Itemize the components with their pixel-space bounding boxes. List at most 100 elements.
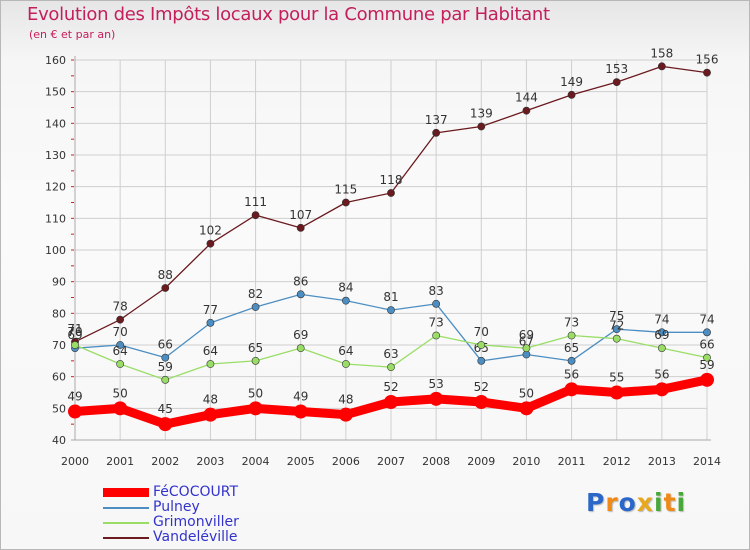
data-point-grimonviller: [432, 331, 441, 340]
data-label-fecocourt: 53: [429, 377, 444, 391]
data-point-fecocourt: [384, 395, 398, 409]
data-label-pulney: 74: [654, 312, 669, 326]
data-point-vandeleville: [296, 223, 305, 232]
data-label-grimonviller: 72: [609, 319, 624, 333]
data-label-vandeleville: 115: [334, 183, 357, 197]
data-label-vandeleville: 139: [470, 107, 493, 121]
data-label-grimonviller: 66: [699, 338, 714, 352]
data-point-fecocourt: [654, 382, 669, 397]
data-point-fecocourt: [158, 417, 173, 432]
data-point-pulney: [387, 306, 395, 315]
y-tick-label: 160: [45, 54, 66, 67]
legend-swatch-pulney: [103, 507, 149, 509]
y-tick-label: 140: [45, 117, 66, 130]
data-point-grimonviller: [71, 341, 79, 349]
data-point-vandeleville: [657, 62, 666, 71]
x-tick-label: 2001: [106, 455, 134, 468]
data-point-fecocourt: [113, 401, 128, 416]
data-point-grimonviller: [567, 331, 576, 340]
y-tick-label: 70: [52, 339, 66, 352]
data-label-vandeleville: 137: [425, 113, 448, 127]
data-label-vandeleville: 111: [244, 195, 267, 209]
legend-label-fecocourt: FéCOCOURT: [153, 484, 238, 500]
data-point-fecocourt: [564, 382, 579, 397]
data-label-pulney: 67: [519, 335, 534, 349]
data-label-fecocourt: 52: [474, 380, 489, 394]
data-label-grimonviller: 70: [67, 325, 82, 339]
data-point-pulney: [251, 303, 260, 311]
logo-letter: r: [605, 488, 619, 517]
data-label-pulney: 82: [248, 287, 263, 301]
data-label-pulney: 75: [609, 309, 624, 323]
data-label-grimonviller: 73: [429, 316, 444, 330]
data-label-grimonviller: 59: [158, 360, 173, 374]
data-label-pulney: 69: [67, 328, 82, 342]
legend-swatch-grimonviller: [103, 522, 149, 524]
data-label-vandeleville: 118: [380, 173, 403, 187]
y-tick-label: 50: [52, 402, 66, 415]
y-tick-label: 40: [52, 434, 66, 447]
data-point-fecocourt: [248, 401, 263, 416]
data-point-pulney: [161, 353, 170, 362]
data-label-grimonviller: 69: [654, 328, 669, 342]
data-label-grimonviller: 63: [383, 347, 398, 361]
data-label-vandeleville: 144: [515, 91, 538, 105]
data-label-vandeleville: 149: [560, 75, 583, 89]
data-point-fecocourt: [203, 407, 218, 422]
logo-letter: t: [663, 488, 677, 517]
data-point-grimonviller: [161, 375, 170, 384]
data-label-grimonviller: 64: [113, 344, 128, 358]
data-point-grimonviller: [612, 334, 621, 343]
legend-label-grimonviller: Grimonviller: [153, 514, 239, 530]
data-label-pulney: 84: [338, 281, 353, 295]
data-label-fecocourt: 52: [383, 380, 398, 394]
data-point-vandeleville: [477, 122, 486, 131]
chart-subtitle: (en € et par an): [29, 28, 116, 41]
data-point-pulney: [567, 356, 576, 365]
data-label-fecocourt: 49: [293, 390, 308, 404]
data-point-grimonviller: [522, 344, 531, 353]
data-point-pulney: [341, 296, 350, 305]
data-label-fecocourt: 56: [564, 367, 579, 381]
data-label-vandeleville: 102: [199, 224, 222, 238]
data-point-fecocourt: [700, 372, 714, 387]
data-point-pulney: [432, 299, 441, 308]
x-tick-label: 2011: [558, 455, 586, 468]
chart-title: Evolution des Impôts locaux pour la Comm…: [27, 4, 550, 25]
data-point-grimonviller: [251, 356, 260, 365]
y-tick-label: 100: [45, 244, 66, 257]
data-point-vandeleville: [387, 189, 395, 197]
logo-letter: P: [586, 488, 606, 517]
data-point-vandeleville: [522, 106, 531, 115]
data-point-pulney: [206, 318, 215, 327]
data-label-fecocourt: 50: [519, 386, 534, 400]
data-point-fecocourt: [68, 404, 82, 419]
y-tick-label: 110: [45, 212, 66, 225]
x-tick-label: 2010: [512, 455, 540, 468]
x-tick-label: 2000: [61, 455, 89, 468]
data-label-pulney: 66: [158, 338, 173, 352]
logo-letter: i: [676, 488, 687, 517]
data-point-vandeleville: [341, 198, 350, 207]
data-point-vandeleville: [432, 128, 441, 137]
legend-swatch-vandeleville: [103, 537, 149, 539]
y-tick-label: 90: [52, 276, 66, 289]
legend-label-vandeleville: Vandeléville: [153, 529, 238, 545]
data-label-pulney: 70: [113, 325, 128, 339]
logo-letter: x: [636, 488, 654, 517]
data-label-vandeleville: 107: [289, 208, 312, 222]
x-tick-label: 2012: [603, 455, 631, 468]
data-label-vandeleville: 88: [158, 268, 173, 282]
data-point-fecocourt: [429, 391, 444, 406]
data-label-vandeleville: 71: [67, 322, 82, 336]
data-point-pulney: [477, 356, 486, 365]
data-point-vandeleville: [116, 315, 125, 324]
data-label-fecocourt: 48: [203, 393, 218, 407]
data-point-vandeleville: [161, 284, 170, 292]
data-point-grimonviller: [477, 341, 486, 349]
data-label-fecocourt: 50: [113, 386, 128, 400]
y-tick-label: 130: [45, 149, 66, 162]
data-point-pulney: [657, 328, 666, 337]
data-point-pulney: [703, 328, 711, 337]
